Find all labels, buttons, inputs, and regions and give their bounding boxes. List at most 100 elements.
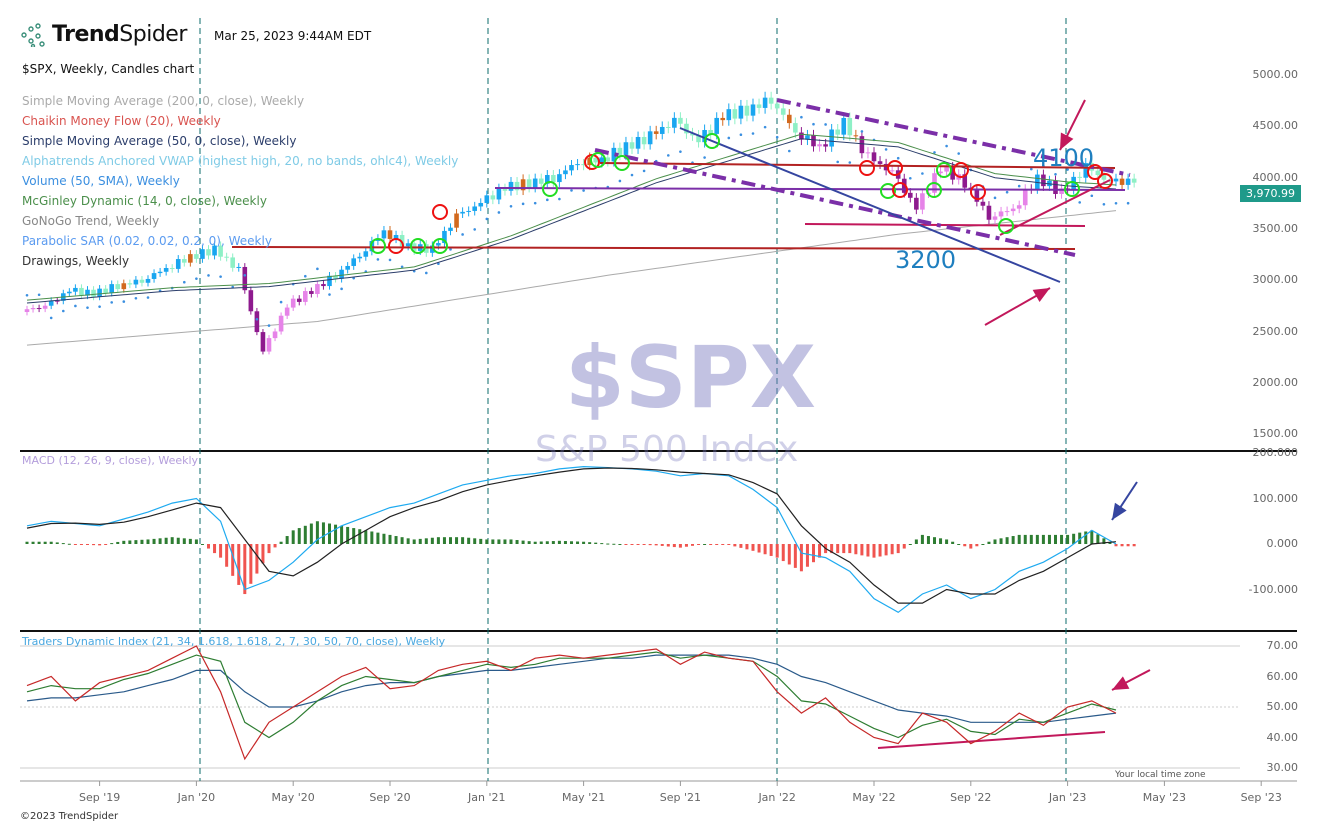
level-4100-label[interactable]: 4100 <box>1033 144 1095 172</box>
parabolic-sar-dot <box>993 196 997 200</box>
macd-label[interactable]: MACD (12, 26, 9, close), Weekly <box>22 454 199 467</box>
parabolic-sar-dot <box>812 122 815 126</box>
timezone-note[interactable]: Your local time zone <box>1115 770 1206 780</box>
macd-histogram-bar <box>182 538 186 544</box>
parabolic-sar-dot <box>509 205 513 208</box>
parabolic-sar-dot <box>49 316 53 320</box>
candle-body <box>466 210 471 212</box>
candle-body <box>793 123 798 133</box>
macd-histogram-bar <box>92 544 96 546</box>
candle-body <box>254 311 260 333</box>
parabolic-sar-dot <box>848 161 852 164</box>
parabolic-sar-dot <box>461 233 464 236</box>
candle-body <box>889 170 895 172</box>
candle-body <box>1125 178 1131 185</box>
legend-item[interactable]: GoNoGo Trend, Weekly <box>22 214 160 228</box>
legend-item[interactable]: Volume (50, SMA), Weekly <box>22 174 180 188</box>
candle-body <box>605 157 611 162</box>
candle-body <box>635 136 641 149</box>
parabolic-sar-dot <box>884 148 888 151</box>
parabolic-sar-dot <box>1005 190 1009 194</box>
y-tick-label: 30.00 <box>1266 761 1299 774</box>
parabolic-sar-dot <box>582 189 585 192</box>
candle-body <box>847 117 853 136</box>
parabolic-sar-dot <box>933 151 936 154</box>
macd-histogram-bar <box>703 544 707 545</box>
y-tick-label: 60.00 <box>1266 669 1299 683</box>
parabolic-sar-dot <box>1114 201 1118 205</box>
parabolic-sar-dot <box>909 176 912 180</box>
macd-histogram-bar <box>926 536 930 544</box>
legend-item[interactable]: Simple Moving Average (50, 0, close), We… <box>22 134 297 148</box>
candle-body <box>871 152 877 162</box>
macd-histogram-bar <box>279 541 283 544</box>
macd-histogram-bar <box>654 544 658 546</box>
legend-item[interactable]: Parabolic SAR (0.02, 0.02, 0.2, 0), Week… <box>22 234 272 248</box>
macd-histogram-bar <box>412 539 416 544</box>
legend-item[interactable]: Simple Moving Average (200, 0, close), W… <box>22 94 305 108</box>
macd-histogram-bar <box>467 537 471 544</box>
legend-item[interactable]: $SPX, Weekly, Candles chart <box>22 62 195 76</box>
parabolic-sar-dot <box>134 296 138 300</box>
candle-body <box>121 283 127 290</box>
parabolic-sar-dot <box>751 132 755 135</box>
legend-item[interactable]: Alphatrends Anchored VWAP (highest high,… <box>22 154 459 168</box>
candle-body <box>920 193 925 210</box>
buy-signal-circle <box>542 181 558 197</box>
macd-histogram-bar <box>134 540 138 544</box>
buy-signal-circle <box>590 152 606 168</box>
macd-histogram-bar <box>376 532 380 544</box>
candle-body <box>599 157 605 163</box>
candle-body <box>950 167 955 180</box>
candle-body <box>726 109 732 121</box>
macd-histogram-bar <box>993 539 997 544</box>
parabolic-sar-dot <box>642 169 646 173</box>
candle-body <box>744 105 750 116</box>
macd-histogram-bar <box>866 544 870 557</box>
macd-histogram-bar <box>660 544 664 546</box>
parabolic-sar-dot <box>267 324 271 327</box>
macd-histogram-bar <box>775 544 779 558</box>
parabolic-sar-dot <box>1102 202 1106 206</box>
macd-histogram-bar <box>449 537 452 544</box>
parabolic-sar-dot <box>703 156 706 159</box>
tdi-label[interactable]: Traders Dynamic Index (21, 34, 1.618, 1.… <box>22 635 446 648</box>
macd-histogram-bar <box>872 544 876 558</box>
candle-body <box>103 288 108 293</box>
watermark-name: S&P 500 Index <box>535 429 799 470</box>
parabolic-sar-dot <box>497 211 501 214</box>
macd-histogram-bar <box>370 531 374 544</box>
tdi-rsi-line <box>26 645 1117 761</box>
macd-histogram-bar <box>297 528 301 544</box>
legend-item[interactable]: Chaikin Money Flow (20), Weekly <box>22 114 221 128</box>
candle-body <box>230 257 235 268</box>
candle-body <box>309 291 314 294</box>
macd-histogram-bar <box>116 541 120 544</box>
macd-histogram-bar <box>122 540 126 544</box>
parabolic-sar-dot <box>945 144 948 148</box>
parabolic-sar-dot <box>1078 201 1081 204</box>
parabolic-sar-dot <box>98 305 101 308</box>
macd-histogram-bar <box>491 539 495 544</box>
candle-body <box>575 164 580 166</box>
candle-body <box>194 254 199 259</box>
macd-histogram-bar <box>781 544 785 562</box>
macd-histogram-bar <box>382 533 386 544</box>
candle-body <box>526 179 532 188</box>
legend-item[interactable]: McGinley Dynamic (14, 0, close), Weekly <box>22 194 267 208</box>
candle-body <box>684 123 689 134</box>
candle-body <box>278 315 284 332</box>
legend-item[interactable]: Drawings, Weekly <box>22 254 130 268</box>
macd-histogram-bar <box>461 537 465 544</box>
x-tick-label: Jan '22 <box>758 791 796 804</box>
candle-body <box>145 278 151 283</box>
candle-body <box>1016 205 1022 209</box>
level-3200-label[interactable]: 3200 <box>895 246 957 274</box>
parabolic-sar-dot <box>376 258 380 261</box>
parabolic-sar-dot <box>304 274 307 278</box>
macd-histogram-bar <box>164 537 168 544</box>
macd-histogram-bar <box>582 541 586 544</box>
macd-histogram-bar <box>225 544 229 567</box>
candle-body <box>551 175 556 183</box>
